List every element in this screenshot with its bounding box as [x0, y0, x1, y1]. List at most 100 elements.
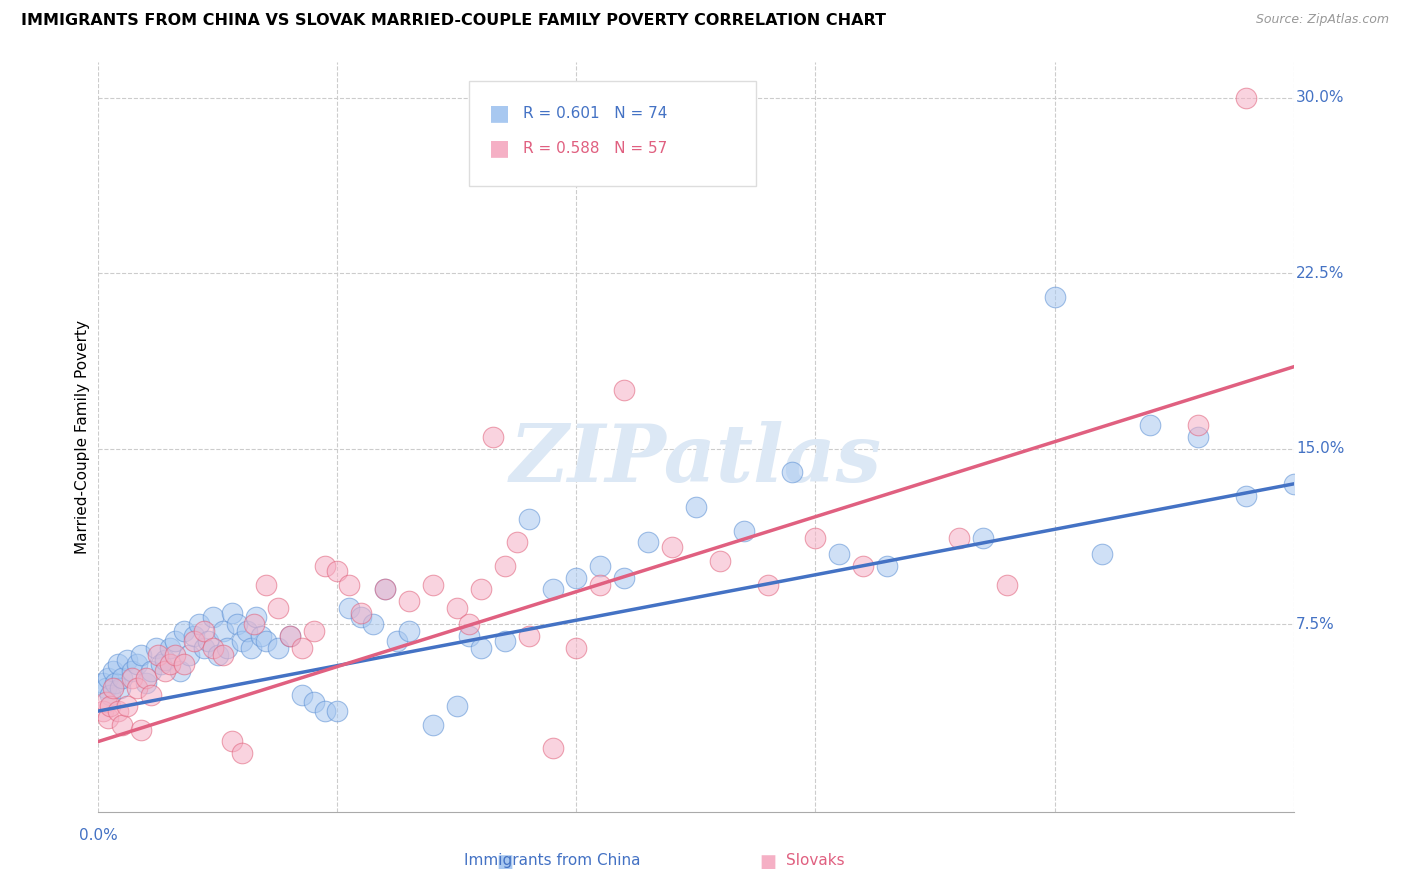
Point — [231, 746, 253, 760]
Point — [155, 652, 177, 666]
Point — [179, 648, 201, 662]
Point — [385, 633, 409, 648]
Point — [91, 676, 114, 690]
Point — [291, 640, 314, 655]
Text: ZIPatlas: ZIPatlas — [510, 421, 882, 499]
Point — [422, 718, 444, 732]
Point — [302, 624, 325, 639]
Point — [709, 554, 731, 568]
Point — [94, 695, 117, 709]
Point — [541, 741, 564, 756]
Point — [135, 676, 157, 690]
Point — [104, 676, 127, 690]
Point — [139, 688, 162, 702]
Text: 0.0%: 0.0% — [79, 828, 118, 843]
Point — [254, 633, 277, 648]
Y-axis label: Married-Couple Family Poverty: Married-Couple Family Poverty — [75, 320, 90, 554]
Point — [211, 648, 233, 662]
Text: ■: ■ — [489, 103, 510, 123]
Text: ■: ■ — [496, 853, 513, 871]
Text: ■: ■ — [489, 138, 510, 159]
Point — [163, 633, 186, 648]
Point — [517, 629, 540, 643]
Text: IMMIGRANTS FROM CHINA VS SLOVAK MARRIED-COUPLE FAMILY POVERTY CORRELATION CHART: IMMIGRANTS FROM CHINA VS SLOVAK MARRIED-… — [21, 13, 886, 29]
Point — [131, 723, 153, 737]
Point — [339, 577, 361, 591]
Point — [278, 629, 301, 643]
Point — [517, 512, 540, 526]
Text: 22.5%: 22.5% — [1296, 266, 1344, 281]
Point — [422, 577, 444, 591]
Point — [125, 657, 148, 672]
Point — [661, 540, 683, 554]
Point — [183, 629, 205, 643]
Point — [125, 681, 148, 695]
Point — [398, 594, 420, 608]
Text: Source: ZipAtlas.com: Source: ZipAtlas.com — [1256, 13, 1389, 27]
Point — [948, 531, 970, 545]
FancyBboxPatch shape — [470, 81, 756, 186]
Point — [315, 704, 337, 718]
Point — [613, 571, 636, 585]
Point — [291, 688, 314, 702]
Point — [131, 648, 153, 662]
Point — [221, 606, 243, 620]
Point — [202, 640, 225, 655]
Text: 30.0%: 30.0% — [1296, 90, 1344, 105]
Point — [231, 633, 253, 648]
Point — [374, 582, 396, 597]
Point — [107, 657, 129, 672]
Point — [217, 640, 239, 655]
Point — [111, 671, 134, 685]
Text: ■: ■ — [759, 853, 776, 871]
Point — [326, 564, 349, 578]
Point — [250, 629, 273, 643]
Point — [267, 640, 290, 655]
Point — [155, 664, 177, 679]
Point — [374, 582, 396, 597]
Point — [97, 711, 120, 725]
Point — [470, 582, 492, 597]
Point — [121, 671, 143, 685]
Point — [107, 704, 129, 718]
Text: R = 0.601   N = 74: R = 0.601 N = 74 — [523, 106, 666, 121]
Point — [243, 617, 266, 632]
Point — [187, 617, 209, 632]
Point — [685, 500, 707, 515]
Point — [121, 664, 143, 679]
Point — [458, 629, 481, 643]
Point — [446, 699, 468, 714]
Point — [148, 648, 170, 662]
Text: 15.0%: 15.0% — [1296, 442, 1344, 457]
Point — [565, 640, 588, 655]
Point — [876, 558, 898, 573]
Point — [481, 430, 505, 444]
Point — [197, 633, 219, 648]
Point — [145, 640, 167, 655]
Point — [101, 664, 124, 679]
Point — [458, 617, 481, 632]
Point — [589, 577, 612, 591]
Point — [506, 535, 529, 549]
Point — [339, 601, 361, 615]
Point — [1282, 476, 1305, 491]
Point — [1234, 489, 1257, 503]
Point — [98, 688, 122, 702]
Point — [159, 640, 181, 655]
Point — [972, 531, 994, 545]
Point — [494, 633, 516, 648]
Point — [398, 624, 420, 639]
Point — [1043, 289, 1066, 303]
Point — [363, 617, 385, 632]
Point — [169, 664, 191, 679]
Point — [470, 640, 492, 655]
Point — [780, 465, 803, 479]
Point — [173, 657, 195, 672]
Point — [98, 699, 122, 714]
Point — [163, 648, 186, 662]
Point — [1139, 418, 1161, 433]
Point — [613, 384, 636, 398]
Point — [350, 606, 373, 620]
Point — [315, 558, 337, 573]
Point — [245, 610, 267, 624]
